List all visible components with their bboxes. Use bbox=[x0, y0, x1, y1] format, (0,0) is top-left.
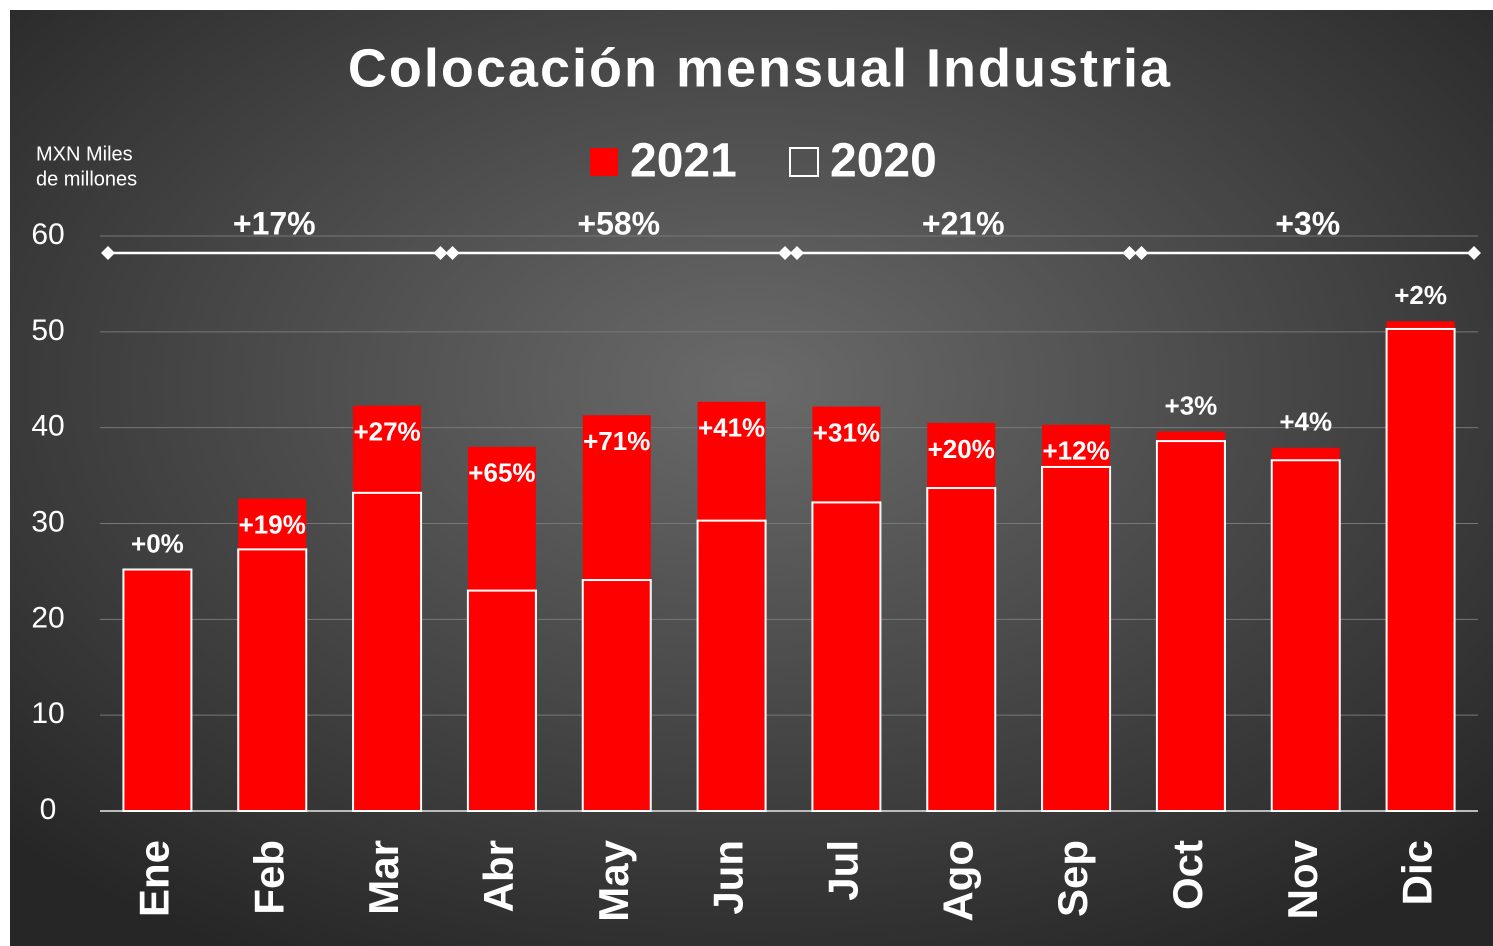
bracket-end bbox=[1467, 246, 1481, 260]
legend-swatch bbox=[789, 147, 819, 177]
x-tick-label: Nov bbox=[1279, 839, 1326, 919]
bar bbox=[122, 568, 193, 812]
legend-label: 2021 bbox=[630, 135, 737, 188]
x-tick-label: Dic bbox=[1394, 840, 1441, 905]
x-tick-label: Mar bbox=[360, 840, 407, 915]
growth-label: +19% bbox=[239, 509, 306, 539]
bracket-end bbox=[433, 246, 448, 260]
quarter-label: +17% bbox=[233, 205, 316, 241]
chart-title: Colocación mensual Industria bbox=[348, 38, 1172, 98]
bar bbox=[237, 548, 308, 812]
growth-label: +12% bbox=[1042, 436, 1109, 466]
x-tick-label: May bbox=[590, 839, 637, 921]
bar bbox=[926, 487, 997, 812]
y-tick-label: 20 bbox=[31, 601, 64, 634]
bar bbox=[352, 491, 423, 812]
x-tick-label: Jun bbox=[705, 840, 752, 915]
y-tick-label: 0 bbox=[40, 793, 57, 826]
y-tick-label: 10 bbox=[31, 697, 64, 730]
bracket-end bbox=[101, 246, 115, 260]
y-tick-label: 60 bbox=[31, 218, 64, 251]
x-tick-label: Abr bbox=[475, 840, 522, 912]
x-tick-label: Sep bbox=[1049, 840, 1096, 917]
growth-label: +3% bbox=[1165, 390, 1218, 420]
bar bbox=[1155, 440, 1226, 812]
bracket-end bbox=[1122, 246, 1137, 260]
y-tick-label: 40 bbox=[31, 410, 64, 443]
growth-label: +4% bbox=[1279, 407, 1332, 437]
y-tick-label: 50 bbox=[31, 314, 64, 347]
bar bbox=[1385, 327, 1456, 812]
bar bbox=[696, 519, 767, 812]
growth-label: +31% bbox=[813, 417, 880, 447]
bracket-end bbox=[790, 246, 804, 260]
bar bbox=[1270, 459, 1341, 812]
growth-label: +27% bbox=[353, 417, 420, 447]
bar bbox=[466, 589, 537, 812]
y-tick-label: 30 bbox=[31, 505, 64, 538]
bar bbox=[1041, 465, 1112, 812]
quarter-label: +21% bbox=[922, 205, 1005, 241]
growth-label: +65% bbox=[468, 458, 535, 488]
bracket-end bbox=[778, 246, 792, 260]
quarter-label: +58% bbox=[577, 205, 660, 241]
bracket-end bbox=[445, 246, 460, 260]
growth-label: +20% bbox=[928, 434, 995, 464]
x-tick-label: Jul bbox=[820, 840, 867, 901]
bar bbox=[811, 501, 882, 812]
x-tick-label: Ago bbox=[934, 840, 981, 922]
x-tick-label: Ene bbox=[131, 840, 178, 917]
bracket-end bbox=[1134, 246, 1149, 260]
growth-label: +0% bbox=[131, 528, 184, 558]
growth-label: +71% bbox=[583, 426, 650, 456]
growth-label: +2% bbox=[1394, 280, 1447, 310]
x-tick-label: Feb bbox=[245, 840, 292, 915]
y-axis-label: de millones bbox=[36, 168, 137, 190]
quarter-label: +3% bbox=[1275, 205, 1340, 241]
legend-label: 2020 bbox=[830, 135, 937, 188]
x-tick-label: Oct bbox=[1164, 840, 1211, 910]
growth-label: +41% bbox=[698, 413, 765, 443]
y-axis-label: MXN Miles bbox=[36, 143, 133, 165]
bar bbox=[581, 579, 652, 813]
legend-swatch bbox=[590, 148, 618, 176]
